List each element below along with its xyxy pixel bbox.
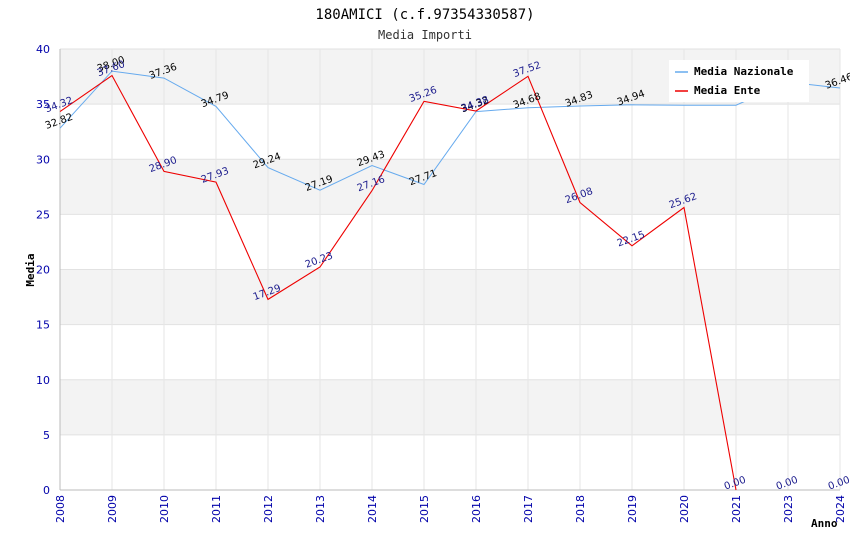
y-tick-label: 35 [36, 98, 50, 111]
plot-band [60, 104, 840, 160]
x-tick-label: 2010 [158, 495, 171, 523]
x-tick-label: 2017 [522, 495, 535, 523]
plot-bands [60, 49, 840, 490]
legend-label-media-nazionale: Media Nazionale [694, 65, 794, 78]
y-tick-label: 40 [36, 43, 50, 56]
legend-box [669, 60, 809, 102]
y-tick-label: 25 [36, 208, 50, 221]
y-tick-label: 0 [43, 484, 50, 497]
x-tick-label: 2024 [834, 495, 847, 523]
legend-label-media-ente: Media Ente [694, 84, 761, 97]
series-lines [59, 70, 841, 491]
series-line-media-nazionale [59, 70, 841, 191]
x-tick-label: 2009 [106, 495, 119, 523]
x-axis-title: Anno [811, 517, 838, 530]
plot-band [60, 324, 840, 380]
axes [59, 49, 840, 491]
y-tick-label: 10 [36, 374, 50, 387]
x-tick-label: 2020 [678, 495, 691, 523]
x-tick-label: 2011 [210, 495, 223, 523]
chart-subtitle: Media Importi [378, 28, 472, 42]
chart-title: 180AMICI (c.f.97354330587) [315, 7, 534, 23]
x-tick-labels: 2008 2009 2010 2011 2012 2013 2014 2015 2016 2017… [54, 495, 847, 523]
plot-band [60, 379, 840, 435]
x-tick-label: 2008 [54, 495, 67, 523]
x-tick-label: 2023 [782, 495, 795, 523]
x-tick-label: 2015 [418, 495, 431, 523]
x-tick-label: 2019 [626, 495, 639, 523]
y-tick-labels: 0 5 10 15 20 25 30 35 40 [36, 43, 50, 497]
y-axis-title: Media [24, 253, 37, 286]
y-tick-label: 30 [36, 153, 50, 166]
plot-band [60, 159, 840, 215]
x-tick-label: 2013 [314, 495, 327, 523]
legend: Media Nazionale Media Ente [669, 60, 809, 102]
x-tick-label: 2016 [470, 495, 483, 523]
plot-band [60, 214, 840, 270]
x-tick-label: 2021 [730, 495, 743, 523]
y-tick-label: 20 [36, 264, 50, 277]
x-tick-label: 2018 [574, 495, 587, 523]
plot-band [60, 269, 840, 325]
series-line-media-ente [59, 74, 737, 491]
y-tick-label: 5 [43, 429, 50, 442]
x-tick-label: 2012 [262, 495, 275, 523]
plot-band [60, 434, 840, 490]
x-tick-label: 2014 [366, 495, 379, 523]
y-tick-label: 15 [36, 319, 50, 332]
